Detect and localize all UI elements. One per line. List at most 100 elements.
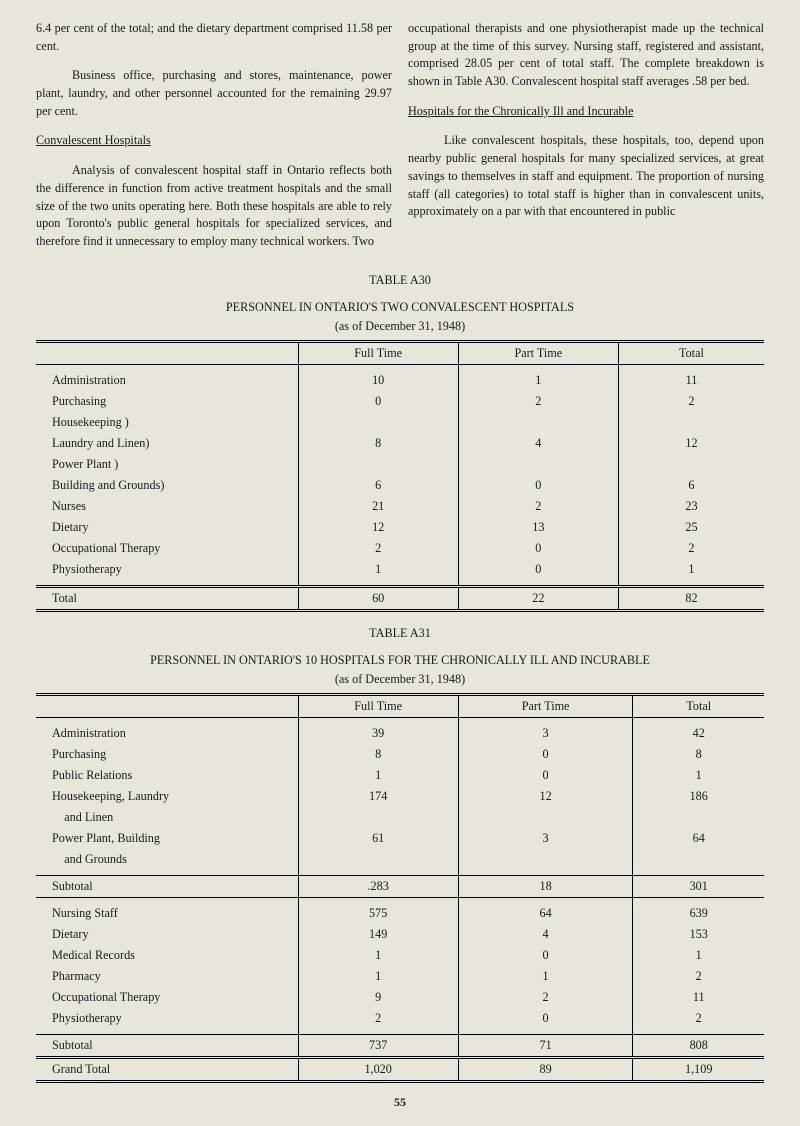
table-row: and Linen	[36, 807, 764, 828]
a31-sub2-tot: 808	[633, 1034, 764, 1057]
row-tot: 2	[618, 538, 764, 559]
table-row: Nursing Staff57564639	[36, 897, 764, 924]
table-a31-label: TABLE A31	[36, 626, 764, 641]
table-row: Administration10111	[36, 364, 764, 391]
table-a30-title: PERSONNEL IN ONTARIO'S TWO CONVALESCENT …	[36, 300, 764, 315]
row-ft	[298, 807, 458, 828]
table-a31: Full Time Part Time Total Administration…	[36, 693, 764, 1083]
row-ft: 575	[298, 897, 458, 924]
row-ft: 39	[298, 717, 458, 744]
row-ft: 1	[298, 559, 458, 587]
table-a31-subtitle: (as of December 31, 1948)	[36, 672, 764, 687]
row-label: Purchasing	[36, 391, 298, 412]
table-row: Physiotherapy202	[36, 1008, 764, 1035]
row-ft: 1	[298, 966, 458, 987]
row-tot: 1	[618, 559, 764, 587]
row-tot: 8	[633, 744, 764, 765]
table-a30: Full Time Part Time Total Administration…	[36, 340, 764, 612]
a31-sub1-label: Subtotal	[36, 875, 298, 897]
a31-col-ft: Full Time	[298, 694, 458, 717]
row-tot: 64	[633, 828, 764, 849]
row-label: Dietary	[36, 517, 298, 538]
row-pt: 0	[458, 475, 618, 496]
row-label: Housekeeping )	[36, 412, 298, 433]
row-pt	[458, 807, 633, 828]
table-row: Dietary121325	[36, 517, 764, 538]
a31-sub1-tot: 301	[633, 875, 764, 897]
row-ft	[298, 454, 458, 475]
row-tot: 42	[633, 717, 764, 744]
a31-col-pt: Part Time	[458, 694, 633, 717]
table-row: Public Relations101	[36, 765, 764, 786]
row-pt: 2	[458, 391, 618, 412]
row-ft: 8	[298, 744, 458, 765]
row-label: Housekeeping, Laundry	[36, 786, 298, 807]
table-a30-label: TABLE A30	[36, 273, 764, 288]
row-label: Administration	[36, 717, 298, 744]
row-label: and Grounds	[36, 849, 298, 876]
row-label: Public Relations	[36, 765, 298, 786]
row-label: and Linen	[36, 807, 298, 828]
a31-grand-label: Grand Total	[36, 1057, 298, 1081]
row-ft: 10	[298, 364, 458, 391]
left-p3: Analysis of convalescent hospital staff …	[36, 162, 392, 250]
row-tot: 2	[633, 1008, 764, 1035]
table-row: Building and Grounds)606	[36, 475, 764, 496]
row-pt	[458, 412, 618, 433]
a31-sub2-ft: 737	[298, 1034, 458, 1057]
a31-col-blank	[36, 694, 298, 717]
right-p1: occupational therapists and one physioth…	[408, 20, 764, 91]
row-tot	[618, 454, 764, 475]
row-ft: 21	[298, 496, 458, 517]
table-row: Housekeeping )	[36, 412, 764, 433]
row-ft: 174	[298, 786, 458, 807]
row-ft: 61	[298, 828, 458, 849]
row-label: Nurses	[36, 496, 298, 517]
table-a31-group2: Nursing Staff57564639Dietary1494153Medic…	[36, 897, 764, 1034]
row-tot: 12	[618, 433, 764, 454]
table-row: Housekeeping, Laundry17412186	[36, 786, 764, 807]
row-ft: 8	[298, 433, 458, 454]
row-pt	[458, 454, 618, 475]
row-pt: 13	[458, 517, 618, 538]
a31-sub2-pt: 71	[458, 1034, 633, 1057]
row-ft	[298, 412, 458, 433]
row-ft: 149	[298, 924, 458, 945]
row-tot	[633, 849, 764, 876]
table-a31-header-row: Full Time Part Time Total	[36, 694, 764, 717]
row-pt: 0	[458, 765, 633, 786]
a31-grand-pt: 89	[458, 1057, 633, 1081]
row-label: Pharmacy	[36, 966, 298, 987]
row-tot: 639	[633, 897, 764, 924]
table-row: and Grounds	[36, 849, 764, 876]
row-ft: 2	[298, 538, 458, 559]
table-row: Power Plant )	[36, 454, 764, 475]
table-row: Occupational Therapy9211	[36, 987, 764, 1008]
row-tot: 2	[633, 966, 764, 987]
table-a30-total-row: Total 60 22 82	[36, 586, 764, 610]
row-ft: 2	[298, 1008, 458, 1035]
a31-grand-tot: 1,109	[633, 1057, 764, 1081]
table-a31-grand-row: Grand Total 1,020 89 1,109	[36, 1057, 764, 1081]
row-pt: 64	[458, 897, 633, 924]
table-a31-subtotal2-row: Subtotal 737 71 808	[36, 1034, 764, 1057]
row-tot: 6	[618, 475, 764, 496]
row-ft	[298, 849, 458, 876]
a30-total-pt: 22	[458, 586, 618, 610]
table-row: Pharmacy112	[36, 966, 764, 987]
row-pt: 1	[458, 364, 618, 391]
table-row: Nurses21223	[36, 496, 764, 517]
row-label: Occupational Therapy	[36, 987, 298, 1008]
page-number: 55	[36, 1095, 764, 1110]
row-ft: 0	[298, 391, 458, 412]
row-label: Administration	[36, 364, 298, 391]
a30-total-label: Total	[36, 586, 298, 610]
right-heading: Hospitals for the Chronically Ill and In…	[408, 103, 764, 121]
row-ft: 6	[298, 475, 458, 496]
row-label: Building and Grounds)	[36, 475, 298, 496]
table-row: Laundry and Linen)8412	[36, 433, 764, 454]
row-ft: 1	[298, 765, 458, 786]
row-label: Medical Records	[36, 945, 298, 966]
row-label: Laundry and Linen)	[36, 433, 298, 454]
left-heading: Convalescent Hospitals	[36, 132, 392, 150]
